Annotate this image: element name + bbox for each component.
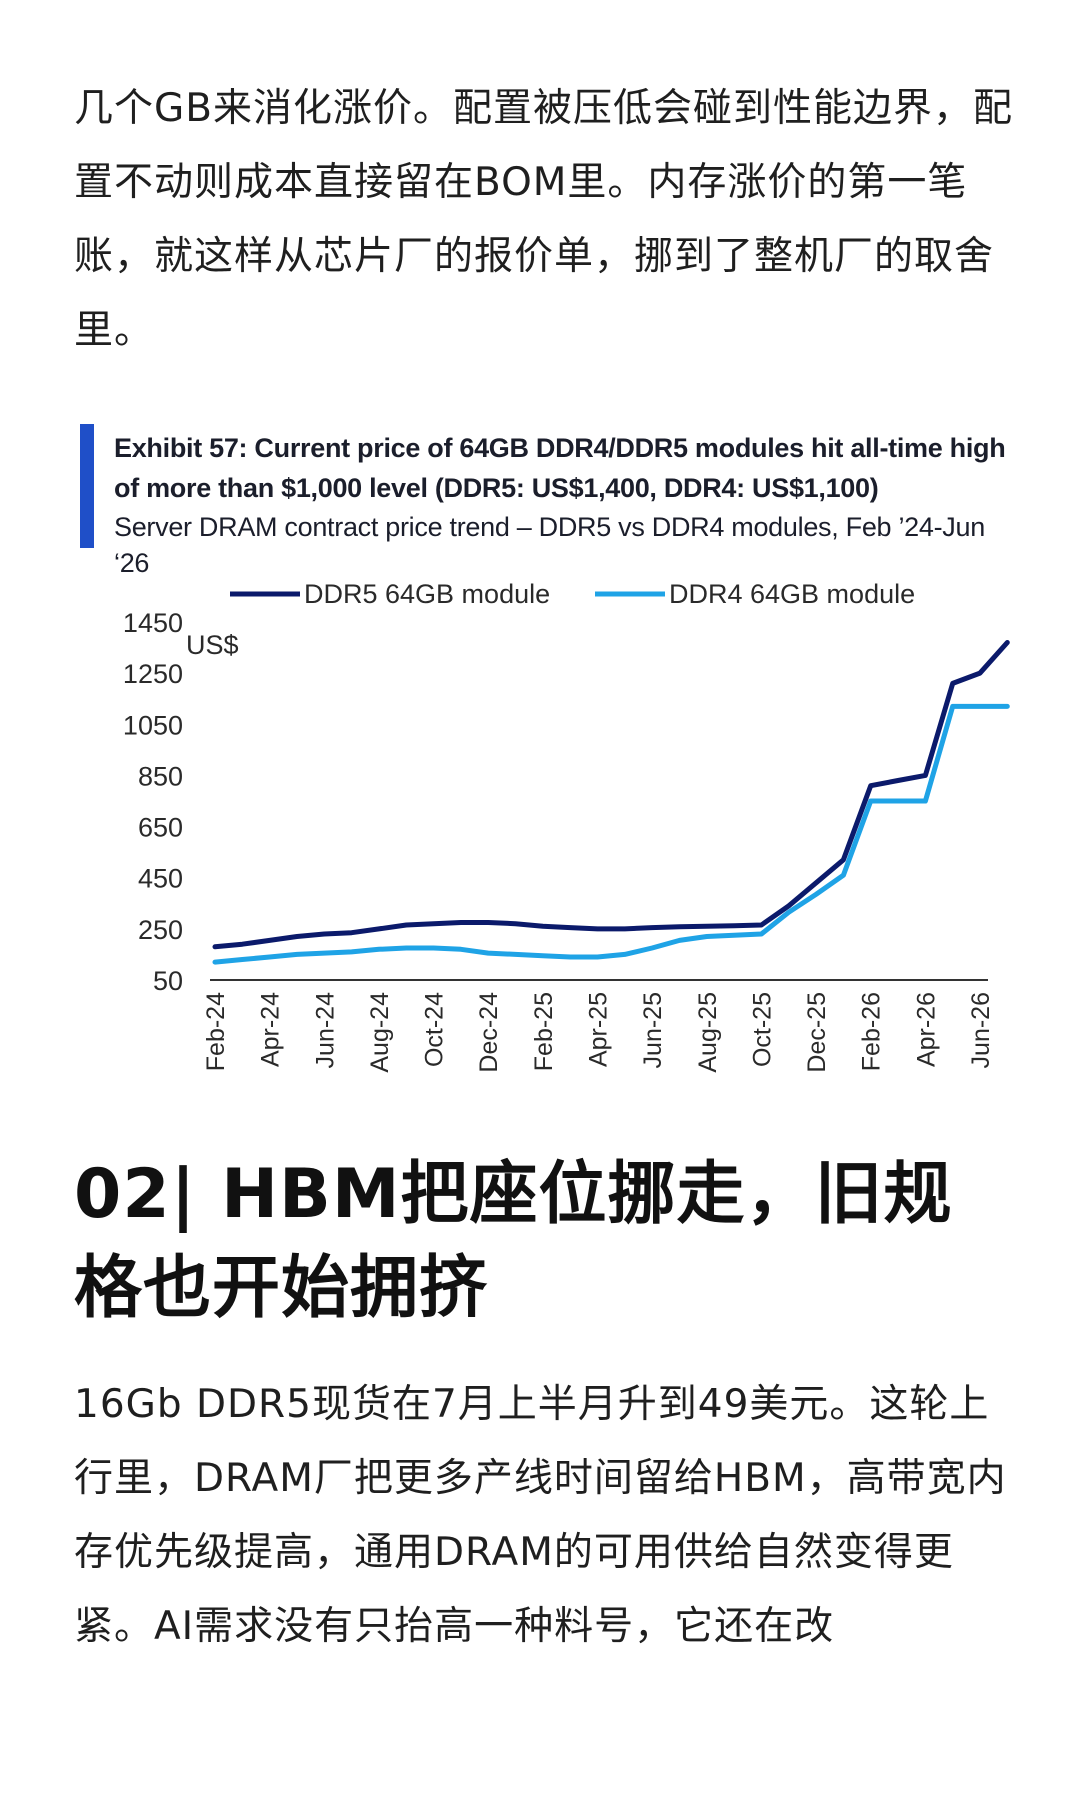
- exhibit-accent-bar: [80, 424, 94, 548]
- x-tick-label: Oct-25: [748, 992, 776, 1067]
- intro-paragraph: 几个GB来消化涨价。配置被压低会碰到性能边界，配置不动则成本直接留在BOM里。内…: [74, 86, 1013, 353]
- y-tick-label: 1050: [123, 710, 183, 740]
- y-tick-label: 1250: [123, 659, 183, 689]
- x-tick-label: Dec-24: [475, 992, 503, 1073]
- y-unit-label: US$: [186, 630, 239, 660]
- y-tick-label: 250: [138, 915, 183, 945]
- x-tick-label: Apr-26: [912, 992, 940, 1067]
- y-tick-label: 650: [138, 813, 183, 843]
- y-tick-label: 1450: [123, 608, 183, 638]
- x-tick-label: Jun-25: [639, 992, 667, 1068]
- chart-title: Exhibit 57: Current price of 64GB DDR4/D…: [114, 433, 1006, 503]
- body-paragraph: 16Gb DDR5现货在7月上半月升到49美元。这轮上行里，DRAM厂把更多产线…: [74, 1382, 1007, 1649]
- section-title: 02| HBM把座位挪走，旧规格也开始拥挤: [74, 1155, 953, 1328]
- series-line-2: [212, 703, 1010, 965]
- legend-label-2: DDR4 64GB module: [669, 579, 915, 609]
- x-tick-label: Feb-25: [530, 992, 558, 1071]
- x-tick-label: Jun-26: [967, 992, 995, 1068]
- plot-area: [212, 640, 1010, 965]
- x-tick-label: Jun-24: [311, 992, 339, 1069]
- series-line-1: [212, 640, 1010, 950]
- price-trend-chart: DDR5 64GB module DDR4 64GB module 1450 125…: [123, 579, 1010, 1073]
- x-axis: Feb-24 Apr-24 Jun-24 Aug-24 Oct-24 Dec-24 Feb-…: [202, 979, 995, 1073]
- chart-legend: DDR5 64GB module DDR4 64GB module: [230, 579, 915, 609]
- y-tick-label: 50: [153, 966, 183, 996]
- x-tick-label: Dec-25: [803, 992, 831, 1073]
- y-tick-label: 850: [138, 761, 183, 791]
- x-tick-label: Aug-24: [366, 992, 394, 1073]
- y-tick-label: 450: [138, 864, 183, 894]
- x-tick-label: Apr-24: [257, 992, 285, 1067]
- x-tick-label: Apr-25: [585, 992, 613, 1067]
- legend-label-1: DDR5 64GB module: [304, 579, 550, 609]
- x-tick-label: Feb-24: [202, 992, 230, 1071]
- y-axis: 1450 1250 1050 850 650 450 250 50 US$: [123, 608, 239, 996]
- chart-subtitle: Server DRAM contract price trend – DDR5 …: [114, 512, 985, 578]
- exhibit-header: Exhibit 57: Current price of 64GB DDR4/D…: [80, 424, 1010, 578]
- x-tick-label: Oct-24: [421, 992, 449, 1067]
- x-tick-label: Aug-25: [694, 992, 722, 1073]
- x-tick-label: Feb-26: [858, 992, 886, 1071]
